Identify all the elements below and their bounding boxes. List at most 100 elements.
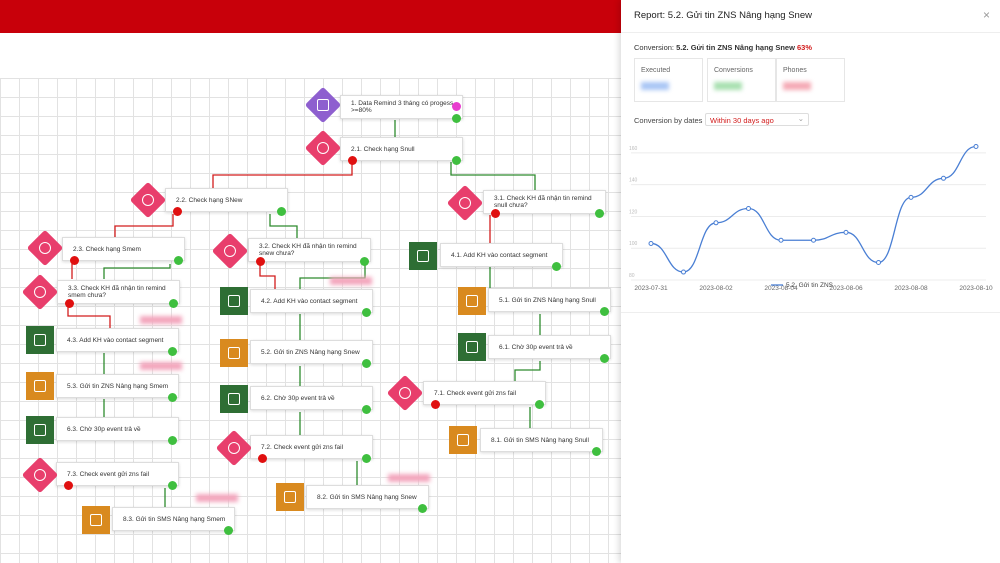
node-card[interactable]: 8.3. Gửi tin SMS Nâng hạng Smem xyxy=(112,507,235,531)
no-port xyxy=(491,209,500,218)
out-port xyxy=(362,308,371,317)
node-card[interactable]: 8.1. Gửi tin SMS Nâng hạng Snull xyxy=(480,428,603,452)
node-card[interactable]: 2.2. Check hạng SNew xyxy=(165,188,288,212)
blurred-badge xyxy=(196,494,238,502)
node-icon xyxy=(276,483,304,511)
node-symbol xyxy=(417,250,429,262)
node-card[interactable]: 2.1. Check hạng Snull xyxy=(340,137,463,161)
node-card[interactable]: 4.3. Add KH vào contact segment xyxy=(56,328,179,352)
node-label: 6.2. Chờ 30p event trả về xyxy=(261,394,335,402)
node-label: 3.1. Check KH đã nhận tin remind snull c… xyxy=(494,195,592,209)
node-card[interactable]: 8.2. Gửi tin SMS Nâng hạng Snew xyxy=(306,485,429,509)
node-card[interactable]: 6.1. Chờ 30p event trả về xyxy=(488,335,611,359)
node-card[interactable]: 3.1. Check KH đã nhận tin remind snull c… xyxy=(483,190,606,214)
out-port xyxy=(592,447,601,456)
no-port xyxy=(70,256,79,265)
node-symbol xyxy=(228,393,240,405)
node-symbol xyxy=(39,242,51,254)
node-card[interactable]: 6.2. Chờ 30p event trả về xyxy=(250,386,373,410)
node-card[interactable]: 5.1. Gửi tin ZNS Nâng hạng Snull xyxy=(488,288,611,312)
point xyxy=(908,194,914,200)
node-card[interactable]: 5.3. Gửi tin ZNS Nâng hạng Smem xyxy=(56,374,179,398)
out-port xyxy=(168,436,177,445)
series-line xyxy=(650,145,977,273)
node-symbol xyxy=(466,295,478,307)
y-tick-label: 80 xyxy=(629,273,635,279)
node-card[interactable]: 1. Data Remind 3 tháng có progess >=80% xyxy=(340,95,463,119)
x-tick-label: 2023-08-02 xyxy=(699,285,733,292)
top-bar xyxy=(0,0,621,33)
node-label: 8.3. Gửi tin SMS Nâng hạng Smem xyxy=(123,515,226,523)
node-symbol xyxy=(34,334,46,346)
point xyxy=(973,144,979,150)
x-tick-label: 2023-07-31 xyxy=(634,285,668,292)
range-value: Within 30 days ago xyxy=(710,116,774,125)
out-port xyxy=(168,481,177,490)
node-card[interactable]: 7.3. Check event gửi zns fail xyxy=(56,462,179,486)
y-tick-label: 140 xyxy=(629,178,638,184)
point xyxy=(811,237,816,243)
node-card[interactable]: 2.3. Check hạng Smem xyxy=(62,237,185,261)
conversion-rate: 63% xyxy=(797,43,813,52)
node-card[interactable]: 4.2. Add KH vào contact segment xyxy=(250,289,373,313)
out-port xyxy=(168,347,177,356)
out-port xyxy=(552,262,561,271)
conversion-label: Conversion: xyxy=(634,43,675,52)
out-port xyxy=(362,405,371,414)
no-port xyxy=(173,207,182,216)
node-label: 6.1. Chờ 30p event trả về xyxy=(499,343,573,351)
node-symbol xyxy=(228,347,240,359)
node-label: 8.2. Gửi tin SMS Nâng hạng Snew xyxy=(317,493,417,501)
node-label: 2.2. Check hạng SNew xyxy=(176,196,243,204)
node-label: 2.3. Check hạng Smem xyxy=(73,245,141,253)
node-label: 7.2. Check event gửi zns fail xyxy=(261,443,344,451)
dates-label: Conversion by dates xyxy=(634,116,703,125)
node-label: 8.1. Gửi tin SMS Nâng hạng Snull xyxy=(491,436,589,444)
point xyxy=(713,220,719,226)
node-card[interactable]: 7.2. Check event gửi zns fail xyxy=(250,435,373,459)
range-select[interactable]: Within 30 days ago ⌄ xyxy=(705,113,809,126)
node-card[interactable]: 3.3. Check KH đã nhận tin remind smem ch… xyxy=(57,280,180,304)
node-symbol xyxy=(34,286,46,298)
point xyxy=(876,260,881,266)
out-port xyxy=(595,209,604,218)
node-card[interactable]: 5.2. Gửi tin ZNS Nâng hạng Snew xyxy=(250,340,373,364)
node-card[interactable]: 6.3. Chờ 30p event trả về xyxy=(56,417,179,441)
node-icon xyxy=(458,333,486,361)
node-symbol xyxy=(466,341,478,353)
out-port xyxy=(277,207,286,216)
no-port xyxy=(348,156,357,165)
node-label: 5.2. Gửi tin ZNS Nâng hạng Snew xyxy=(261,348,360,356)
node-symbol xyxy=(142,194,154,206)
node-card[interactable]: 4.1. Add KH vào contact segment xyxy=(440,243,563,267)
node-card[interactable]: 3.2. Check KH đã nhận tin remind snew ch… xyxy=(248,238,371,262)
node-icon xyxy=(26,326,54,354)
x-tick-label: 2023-08-06 xyxy=(829,285,863,292)
node-symbol xyxy=(459,197,471,209)
blurred-badge xyxy=(388,474,430,482)
node-icon xyxy=(449,426,477,454)
node-icon xyxy=(26,372,54,400)
no-port xyxy=(258,454,267,463)
node-label: 6.3. Chờ 30p event trả về xyxy=(67,425,141,433)
node-icon xyxy=(409,242,437,270)
out-port xyxy=(362,454,371,463)
out-port xyxy=(174,256,183,265)
conversion-step: 5.2. Gửi tin ZNS Nâng hạng Snew xyxy=(676,43,795,52)
no-port xyxy=(65,299,74,308)
point xyxy=(746,206,751,211)
point xyxy=(778,237,784,243)
blurred-badge xyxy=(140,316,182,324)
node-card[interactable]: 7.1. Check event gửi zns fail xyxy=(423,381,546,405)
node-label: 4.3. Add KH vào contact segment xyxy=(67,336,164,344)
x-tick-label: 2023-08-10 xyxy=(959,285,993,292)
workflow-canvas xyxy=(0,78,621,563)
legend-label: 5.2. Gửi tin ZNS xyxy=(786,281,834,289)
out-port xyxy=(224,526,233,535)
x-tick-label: 2023-08-08 xyxy=(894,285,928,292)
node-symbol xyxy=(457,434,469,446)
out-port xyxy=(362,359,371,368)
close-button[interactable]: × xyxy=(983,8,991,22)
point xyxy=(648,240,654,246)
